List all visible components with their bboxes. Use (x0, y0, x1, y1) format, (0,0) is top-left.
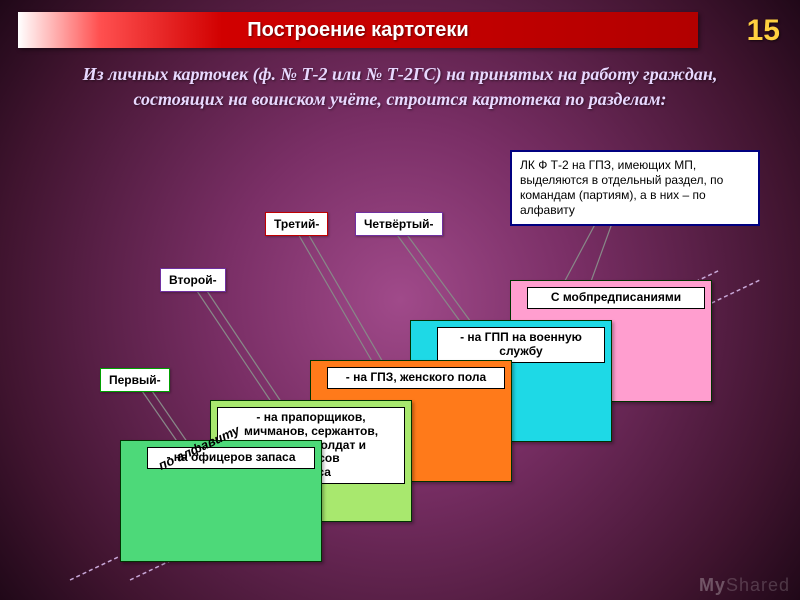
watermark: MyShared (699, 575, 790, 596)
callout-fourth-label: Четвёртый- (364, 217, 434, 231)
header-title: Построение картотеки (18, 12, 698, 48)
card-c1: - на офицеров запаса (120, 440, 322, 562)
callout-second-label: Второй- (169, 273, 217, 287)
header-bar: Построение картотеки (18, 12, 698, 48)
callout-third: Третий- (265, 212, 328, 236)
note-box: ЛК Ф Т-2 на ГПЗ, имеющих МП, выделяются … (510, 150, 760, 226)
callout-second: Второй- (160, 268, 226, 292)
card-tab-c3: - на ГПЗ, женского пола (327, 367, 505, 389)
card-tab-c4: - на ГПП на военную службу (437, 327, 605, 363)
diagram-container: С мобпредписаниями - на ГПП на военную сл… (0, 150, 800, 590)
page-number: 15 (747, 14, 780, 48)
callout-fourth: Четвёртый- (355, 212, 443, 236)
watermark-prefix: My (699, 575, 726, 595)
intro-text: Из личных карточек (ф. № Т-2 или № Т-2ГС… (80, 62, 720, 112)
card-tab-c5: С мобпредписаниями (527, 287, 705, 309)
note-text: ЛК Ф Т-2 на ГПЗ, имеющих МП, выделяются … (520, 158, 723, 217)
callout-first: Первый- (100, 368, 170, 392)
callout-first-label: Первый- (109, 373, 161, 387)
callout-third-label: Третий- (274, 217, 319, 231)
watermark-suffix: Shared (726, 575, 790, 595)
